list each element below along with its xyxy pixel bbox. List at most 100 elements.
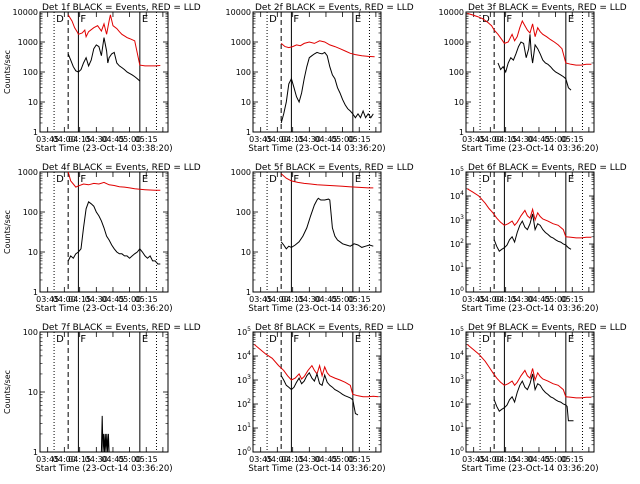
y-tick-label: 100 — [23, 208, 38, 217]
marker-label: E — [355, 174, 361, 185]
marker-label: F — [80, 334, 86, 345]
y-tick-exponent: 1 — [247, 422, 251, 429]
x-tick-label: 04:00 — [266, 135, 289, 144]
series-lld-line — [467, 188, 592, 239]
series-events-line — [493, 213, 572, 252]
x-tick-label: 05:00 — [118, 295, 141, 304]
chart-panel-6: Det 6f BLACK = Events, RED = LLD10010110… — [450, 163, 627, 314]
marker-label: E — [568, 174, 574, 185]
series-events-line — [280, 197, 374, 250]
marker-label: D — [269, 334, 277, 345]
x-tick-label: 05:15 — [348, 135, 371, 144]
plot-frame — [252, 171, 382, 293]
y-tick-exponent: 2 — [460, 238, 464, 245]
x-tick-label: 04:00 — [479, 135, 502, 144]
series-lld-line — [466, 344, 592, 399]
x-tick-label: 05:00 — [544, 135, 567, 144]
x-axis-label: Start Time (23-Oct-14 03:36:20) — [461, 304, 598, 314]
x-tick-label: 04:00 — [479, 295, 502, 304]
marker-label: D — [269, 174, 277, 185]
x-tick-label: 05:15 — [348, 295, 371, 304]
marker-label: D — [269, 14, 277, 25]
x-tick-label: 03:45 — [36, 135, 59, 144]
x-tick-label: 05:00 — [544, 295, 567, 304]
y-tick-label: 100 — [236, 208, 251, 217]
marker-label: E — [355, 14, 361, 25]
x-tick-label: 05:00 — [118, 455, 141, 464]
y-tick-exponent: 1 — [460, 262, 464, 269]
x-tick-label: 03:45 — [249, 135, 272, 144]
chart-panel-3: Det 3f BLACK = Events, RED = LLD 1 10 100 10… — [439, 3, 627, 154]
plot-frame — [39, 11, 169, 133]
y-axis-label: Counts/sec — [3, 50, 12, 94]
y-axis-label: Counts/sec — [3, 370, 12, 414]
x-tick-label: 05:15 — [135, 295, 158, 304]
series-lld-line — [467, 12, 592, 66]
plot-frame — [465, 11, 595, 133]
plot-frame — [465, 331, 595, 453]
chart-title: Det 3f BLACK = Events, RED = LLD — [468, 3, 627, 13]
chart-title: Det 7f BLACK = Events, RED = LLD — [42, 323, 201, 333]
x-tick-label: 05:00 — [331, 135, 354, 144]
chart-panel-5: Det 5f BLACK = Events, RED = LLD 1 10 100 10… — [231, 163, 414, 314]
y-tick-label: 10000 — [439, 8, 464, 17]
y-tick-label: 102 — [237, 398, 251, 409]
marker-label: D — [482, 174, 490, 185]
marker-label: E — [142, 334, 148, 345]
y-tick-exponent: 0 — [247, 446, 251, 453]
y-tick-label: 1 — [459, 128, 464, 137]
x-tick-label: 04:45 — [101, 295, 124, 304]
y-tick-exponent: 3 — [460, 374, 464, 381]
x-tick-label: 04:00 — [53, 135, 76, 144]
x-tick-label: 04:30 — [298, 455, 321, 464]
x-tick-label: 03:45 — [462, 455, 485, 464]
y-tick-exponent: 5 — [460, 326, 464, 333]
chart-title: Det 4f BLACK = Events, RED = LLD — [42, 163, 201, 173]
series-lld-line — [253, 344, 379, 398]
y-tick-label: 101 — [450, 262, 464, 273]
x-axis-label: Start Time (23-Oct-14 03:36:20) — [461, 144, 598, 154]
chart-panel-2: Det 2f BLACK = Events, RED = LLD 1 10 100 10… — [226, 3, 414, 154]
x-tick-label: 04:15 — [494, 295, 517, 304]
chart-panel-4: Det 4f BLACK = Events, RED = LLD 1 10 100 10… — [3, 163, 201, 314]
y-tick-label: 104 — [450, 350, 464, 361]
series-lld-line — [67, 171, 161, 191]
x-tick-label: 04:45 — [527, 455, 550, 464]
x-tick-label: 05:15 — [348, 455, 371, 464]
x-tick-label: 05:00 — [118, 135, 141, 144]
x-tick-label: 05:00 — [544, 455, 567, 464]
x-axis-label: Start Time (23-Oct-14 03:36:20) — [35, 464, 172, 474]
y-tick-label: 100 — [23, 328, 38, 337]
y-tick-label: 10 — [454, 98, 464, 107]
marker-label: D — [482, 334, 490, 345]
chart-panel-9: Det 9f BLACK = Events, RED = LLD10010110… — [450, 323, 627, 474]
y-tick-label: 102 — [450, 398, 464, 409]
x-tick-label: 04:00 — [266, 295, 289, 304]
x-tick-label: 04:00 — [53, 295, 76, 304]
chart-title: Det 5f BLACK = Events, RED = LLD — [255, 163, 414, 173]
series-events-line — [280, 371, 359, 416]
y-tick-label: 10 — [28, 248, 38, 257]
y-tick-label: 10 — [28, 98, 38, 107]
chart-title: Det 1f BLACK = Events, RED = LLD — [42, 3, 201, 13]
chart-title: Det 9f BLACK = Events, RED = LLD — [468, 323, 627, 333]
x-axis-label: Start Time (23-Oct-14 03:36:20) — [461, 464, 598, 474]
marker-label: F — [506, 14, 512, 25]
marker-label: D — [56, 334, 64, 345]
y-tick-label: 10 — [241, 98, 251, 107]
series-events-line — [497, 34, 572, 91]
plot-frame — [465, 171, 595, 293]
marker-label: E — [142, 174, 148, 185]
series-lld-line — [67, 14, 161, 67]
y-tick-label: 105 — [450, 326, 464, 337]
y-tick-exponent: 0 — [460, 286, 464, 293]
chart-panel-7: Det 7f BLACK = Events, RED = LLD 1 10 100 03… — [3, 323, 201, 474]
plot-frame — [252, 331, 382, 453]
x-tick-label: 03:45 — [249, 295, 272, 304]
x-tick-label: 04:15 — [281, 455, 304, 464]
y-tick-label: 100 — [450, 446, 464, 457]
marker-label: E — [142, 14, 148, 25]
y-tick-exponent: 1 — [460, 422, 464, 429]
